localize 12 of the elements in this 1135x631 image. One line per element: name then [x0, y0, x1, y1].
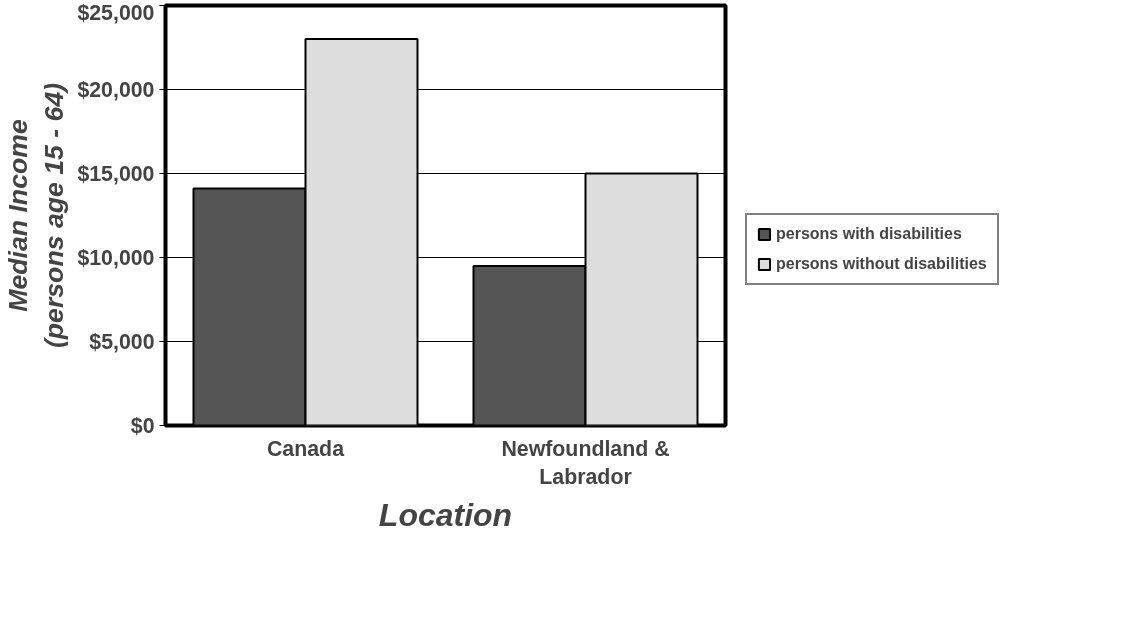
y-tick-label: $0 — [130, 413, 155, 438]
y-axis-title: Median Income (persons age 15 - 64) — [3, 82, 70, 349]
y-tick-label: $10,000 — [77, 245, 155, 270]
y-tick-label: $5,000 — [89, 329, 155, 354]
legend-label: persons with disabilities — [776, 225, 962, 243]
legend-label: persons without disabilities — [776, 255, 987, 273]
y-tick-label: $25,000 — [77, 0, 155, 25]
x-tick-label: Canada — [266, 436, 345, 461]
x-tick-label: Newfoundland & Labrador — [501, 436, 670, 490]
y-tick-label: $20,000 — [77, 77, 155, 102]
y-tick-label: $15,000 — [77, 161, 155, 186]
x-axis-title: Location — [378, 497, 513, 534]
